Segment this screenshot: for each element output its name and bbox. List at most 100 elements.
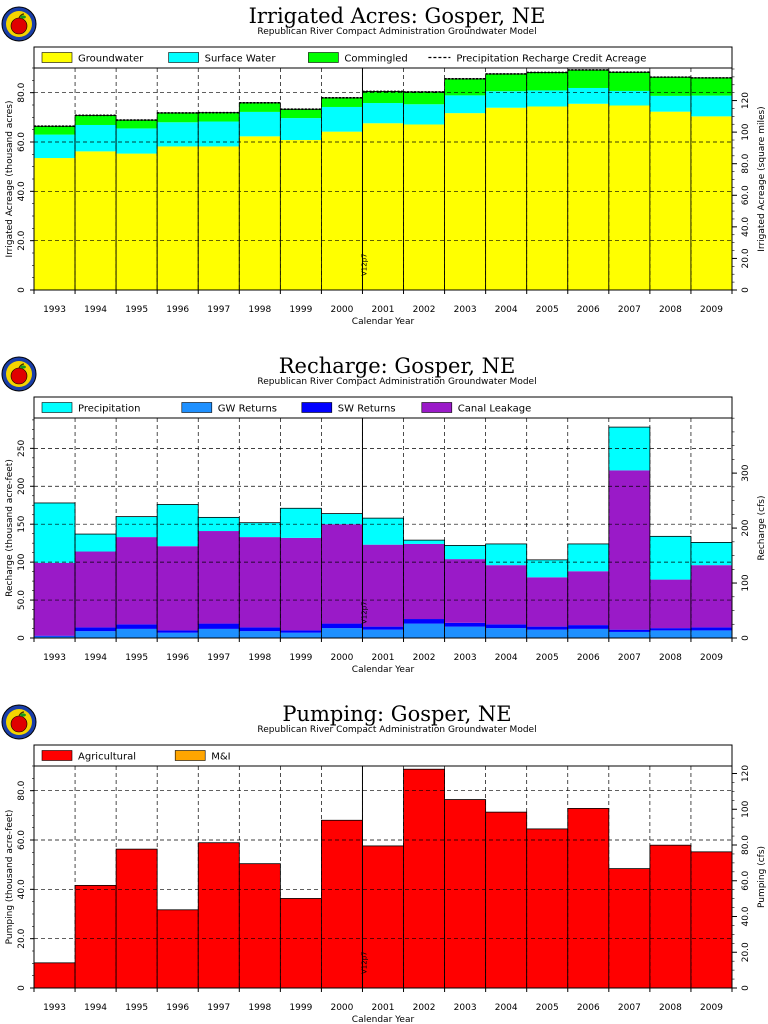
bar-groundwater: [280, 140, 322, 290]
bar-commingled: [444, 78, 486, 96]
bar-sw-returns: [649, 628, 691, 631]
bar-surface-water: [239, 111, 281, 137]
bar-groundwater: [198, 146, 240, 290]
bar-groundwater: [362, 123, 404, 291]
x-tick-label: 1997: [207, 653, 230, 663]
bar-groundwater: [75, 151, 117, 290]
bar-groundwater: [239, 136, 281, 290]
y-tick-label: 60.0: [17, 830, 27, 850]
legend-label: Precipitation Recharge Credit Acreage: [456, 54, 646, 65]
bar-commingled: [116, 120, 158, 129]
bar-gw-returns: [526, 629, 568, 638]
bar-agricultural: [690, 851, 732, 988]
legend-label: Canal Leakage: [458, 404, 531, 415]
y-tick-label: 250: [17, 439, 27, 456]
x-tick-label: 1994: [84, 1003, 107, 1013]
model-version-label: V12p7: [360, 951, 368, 974]
x-axis-label: Calendar Year: [352, 317, 415, 327]
bar-gw-returns: [34, 636, 76, 638]
x-tick-label: 2006: [577, 1003, 600, 1013]
legend-label: M&I: [211, 752, 230, 763]
x-tick-label: 2009: [700, 653, 723, 663]
x-tick-label: 2000: [330, 1003, 353, 1013]
x-tick-label: 1994: [84, 653, 107, 663]
x-tick-label: 2000: [330, 305, 353, 315]
bar-precipitation: [116, 516, 158, 538]
bar-canal-leakage: [75, 551, 117, 628]
bar-surface-water: [608, 90, 650, 106]
bar-commingled: [34, 126, 76, 135]
bar-sw-returns: [608, 629, 650, 632]
y-right-tick-label: 100: [741, 800, 751, 817]
bar-canal-leakage: [116, 537, 158, 625]
y-tick-label: 0: [17, 287, 27, 293]
bar-precipitation: [157, 504, 199, 547]
legend-label: GW Returns: [218, 404, 277, 415]
bar-groundwater: [649, 111, 691, 290]
x-tick-label: 1998: [248, 1003, 271, 1013]
y-right-tick-label: 40.0: [741, 217, 751, 237]
bar-commingled: [75, 115, 117, 125]
y-tick-label: 20.0: [17, 928, 27, 948]
bar-surface-water: [649, 95, 691, 112]
legend-label: SW Returns: [338, 404, 396, 415]
bar-commingled: [567, 69, 609, 88]
bar-groundwater: [34, 158, 76, 290]
bar-sw-returns: [75, 627, 117, 632]
bar-canal-leakage: [649, 579, 691, 629]
bar-gw-returns: [198, 628, 240, 638]
y-right-tick-label: 120: [741, 92, 751, 109]
bar-surface-water: [157, 122, 199, 147]
logo-leaf: [20, 365, 26, 369]
bar-canal-leakage: [198, 531, 240, 624]
bar-agricultural: [157, 909, 199, 988]
bar-precipitation: [321, 513, 363, 525]
chart-subtitle: Republican River Compact Administration …: [257, 725, 536, 735]
x-tick-label: 2002: [413, 653, 436, 663]
bar-precipitation: [75, 534, 117, 552]
bar-groundwater: [690, 116, 732, 290]
y-tick-label: 100: [17, 553, 27, 570]
bar-groundwater: [485, 107, 527, 290]
bar-canal-leakage: [362, 544, 404, 627]
bar-precipitation: [567, 543, 609, 572]
y-axis-label-right: Irrigated Acreage (square miles): [757, 106, 767, 251]
logo-stem: [18, 363, 25, 369]
y-right-tick-label: 100: [741, 574, 751, 591]
bar-sw-returns: [34, 635, 76, 637]
x-tick-label: 2004: [495, 653, 518, 663]
bar-surface-water: [444, 95, 486, 114]
bar-agricultural: [280, 898, 322, 988]
x-tick-label: 2001: [372, 1003, 395, 1013]
y-tick-label: 20.0: [17, 230, 27, 250]
x-tick-label: 2005: [536, 1003, 559, 1013]
bar-precipitation: [239, 522, 281, 538]
bar-surface-water: [116, 128, 158, 154]
x-axis-label: Calendar Year: [352, 1015, 415, 1024]
y-tick-label: 80.0: [17, 82, 27, 102]
bar-gw-returns: [116, 628, 158, 638]
bar-precipitation: [362, 518, 404, 545]
x-tick-label: 2002: [413, 305, 436, 315]
bar-commingled: [362, 91, 404, 104]
bar-precipitation: [608, 427, 650, 471]
model-version-label: V12p7: [360, 253, 368, 276]
x-tick-label: 1993: [43, 305, 66, 315]
x-tick-label: 1999: [289, 1003, 312, 1013]
legend-label: Precipitation: [78, 404, 141, 415]
bar-precipitation: [526, 559, 568, 578]
bar-groundwater: [567, 103, 609, 291]
bar-gw-returns: [403, 623, 445, 638]
logo-leaf: [20, 15, 26, 19]
bar-commingled: [321, 97, 363, 107]
bar-groundwater: [526, 106, 568, 290]
bar-agricultural: [608, 868, 650, 988]
bar-agricultural: [321, 820, 363, 988]
x-tick-label: 1995: [125, 305, 148, 315]
legend-swatch: [41, 750, 73, 761]
x-tick-label: 1995: [125, 1003, 148, 1013]
bar-surface-water: [362, 103, 404, 124]
y-tick-label: 50.0: [17, 590, 27, 610]
